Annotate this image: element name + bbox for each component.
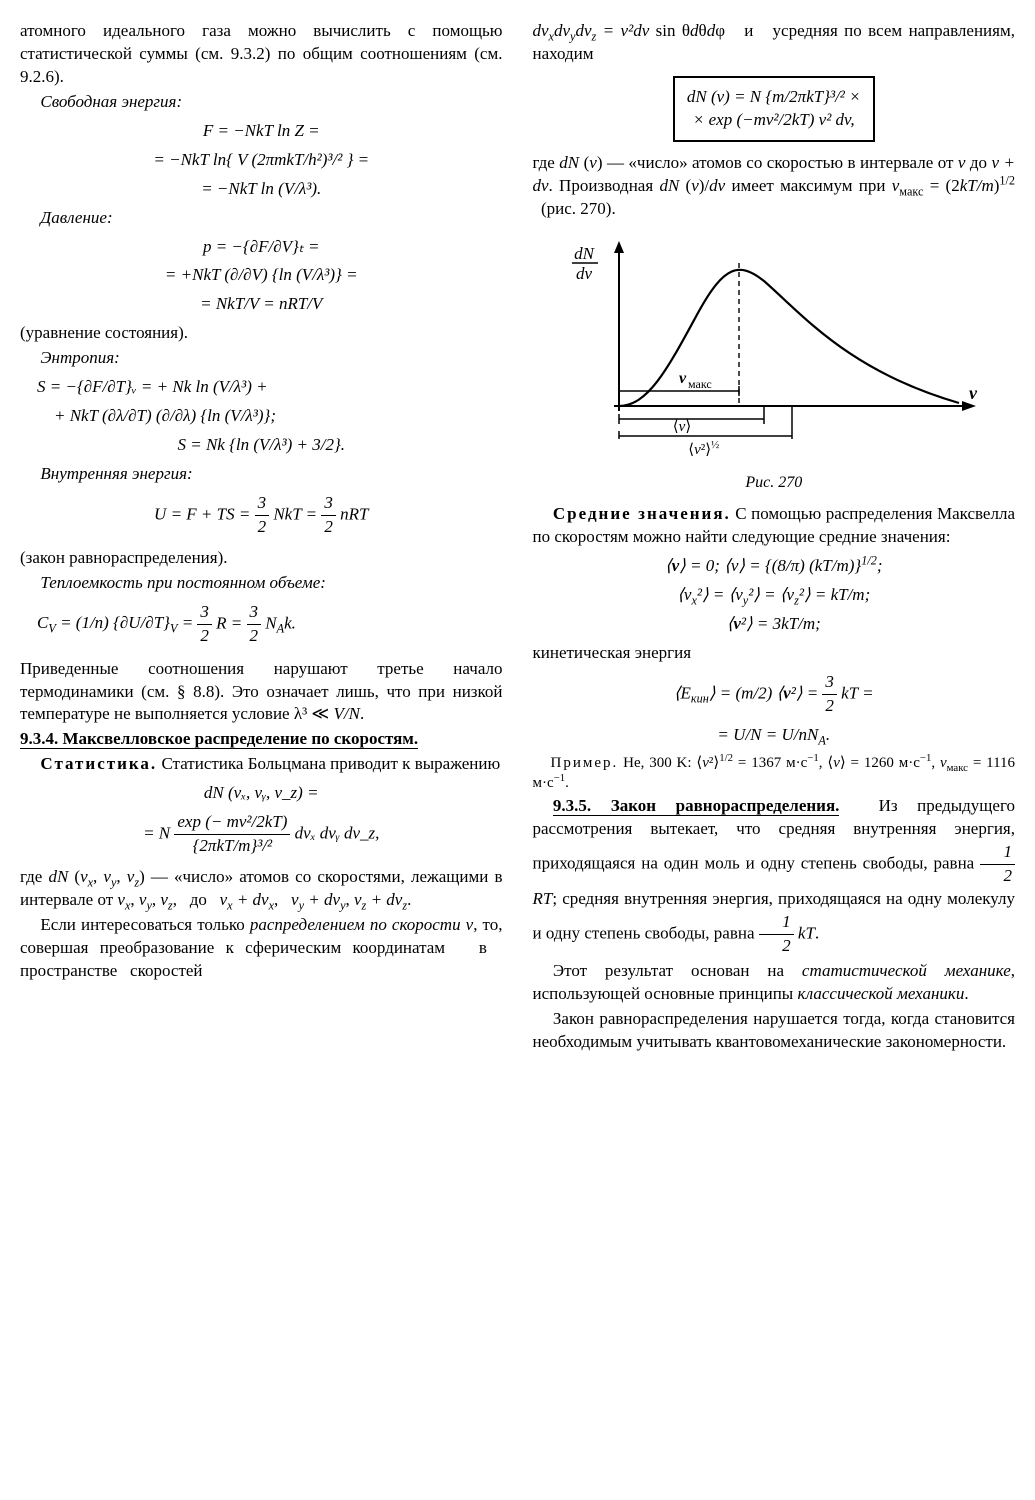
para-stat-mech: Этот результат основан на статистической… <box>533 960 1016 1006</box>
eq-free-3: = −NkT ln (V/λ³). <box>20 178 503 201</box>
eq-avg-3: ⟨v²⟩ = 3kT/m; <box>533 613 1016 636</box>
maxwell-chart: dN dv v макс ⟨v⟩ <box>564 231 984 441</box>
para-violation: Закон равнораспределения нарушается тогд… <box>533 1008 1016 1054</box>
heading-entropy: Энтропия: <box>20 347 503 370</box>
section-934: 9.3.4. Максвелловское распределение по с… <box>20 728 503 751</box>
para-kinetic: кинетическая энергия <box>533 642 1016 665</box>
eq-s-3: S = Nk {ln (V/λ³) + 3/2}. <box>20 434 503 457</box>
heading-free-energy: Свободная энергия: <box>20 91 503 114</box>
para-equipartition-law: (закон равнораспределения). <box>20 547 503 570</box>
para-dnv: где dN (v) — «число» атомов со скоростью… <box>533 152 1016 221</box>
svg-text:v: v <box>679 370 687 387</box>
section-935: 9.3.5. Закон равнораспределения. Из пред… <box>533 795 1016 958</box>
heading-internal-energy: Внутренняя энергия: <box>20 463 503 486</box>
fig-caption: Рис. 270 <box>533 472 1016 494</box>
figure-270: dN dv v макс ⟨v⟩ <box>533 231 1016 494</box>
para-intro: атомного идеального газа можно вычислить… <box>20 20 503 89</box>
para-spherical: dvxdvydvz = v²dv sin θdθdφ и усредняя по… <box>533 20 1016 66</box>
para-where-dn: где dN (vx, vy, vz) — «число» атомов со … <box>20 866 503 912</box>
heading-heat-capacity: Теплоемкость при постоянном объеме: <box>20 572 503 595</box>
eq-dn-2: = N exp (− mv²/2kT){2πkT/m}³/² dvₓ dvᵧ d… <box>20 811 503 858</box>
eq-s-2: + NkT (∂λ/∂T) (∂/∂λ) {ln (V/λ³)}; <box>20 405 503 428</box>
para-example: Пример. He, 300 K: ⟨v²⟩1/2 = 1367 м·с−1,… <box>533 753 1016 794</box>
eq-cv: CV = (1/n) {∂U/∂T}V = 32 R = 32 NAk. <box>20 601 503 648</box>
eq-dn-1: dN (vₓ, vᵧ, v_z) = <box>20 782 503 805</box>
para-if-speed: Если интересоваться только распределение… <box>20 914 503 983</box>
para-state-eq: (уравнение состояния). <box>20 322 503 345</box>
para-third-law: Приведенные соотношения нарушают третье … <box>20 658 503 727</box>
eq-free-1: F = −NkT ln Z = <box>20 120 503 143</box>
eq-p-3: = NkT/V = nRT/V <box>20 293 503 316</box>
svg-text:v: v <box>969 383 978 403</box>
svg-text:макс: макс <box>688 377 712 391</box>
eq-ekin-2: = U/N = U/nNA. <box>533 724 1016 747</box>
heading-pressure: Давление: <box>20 207 503 230</box>
eq-s-1: S = −{∂F/∂T}ᵥ = + Nk ln (V/λ³) + <box>20 376 503 399</box>
eq-free-2: = −NkT ln{ V (2πmkT/h²)³/² } = <box>20 149 503 172</box>
eq-p-2: = +NkT (∂/∂V) {ln (V/λ³)} = <box>20 264 503 287</box>
eq-ekin-1: ⟨Eкин⟩ = (m/2) ⟨v²⟩ = 32 kT = <box>533 671 1016 718</box>
eq-avg-1: ⟨v⟩ = 0; ⟨v⟩ = {(8/π) (kT/m)}1/2; <box>533 555 1016 578</box>
svg-text:dv: dv <box>576 264 593 283</box>
svg-text:dN: dN <box>574 244 596 263</box>
svg-text:⟨v⟩: ⟨v⟩ <box>673 419 691 435</box>
eq-p-1: p = −{∂F/∂V}ₜ = <box>20 236 503 259</box>
boxed-maxwell: dN (v) = N {m/2πkT}³/² × × exp (−mv²/2kT… <box>673 76 875 142</box>
right-column: dvxdvydvz = v²dv sin θdθdφ и усредняя по… <box>533 20 1016 1056</box>
eq-avg-2: ⟨vx²⟩ = ⟨vy²⟩ = ⟨vz²⟩ = kT/m; <box>533 584 1016 607</box>
eq-u: U = F + TS = 32 NkT = 32 nRT <box>20 492 503 539</box>
para-mean-values: Средние значения. С помощью распределени… <box>533 503 1016 549</box>
left-column: атомного идеального газа можно вычислить… <box>20 20 503 1056</box>
para-statistics: Статистика. Статистика Больцмана приводи… <box>20 753 503 776</box>
